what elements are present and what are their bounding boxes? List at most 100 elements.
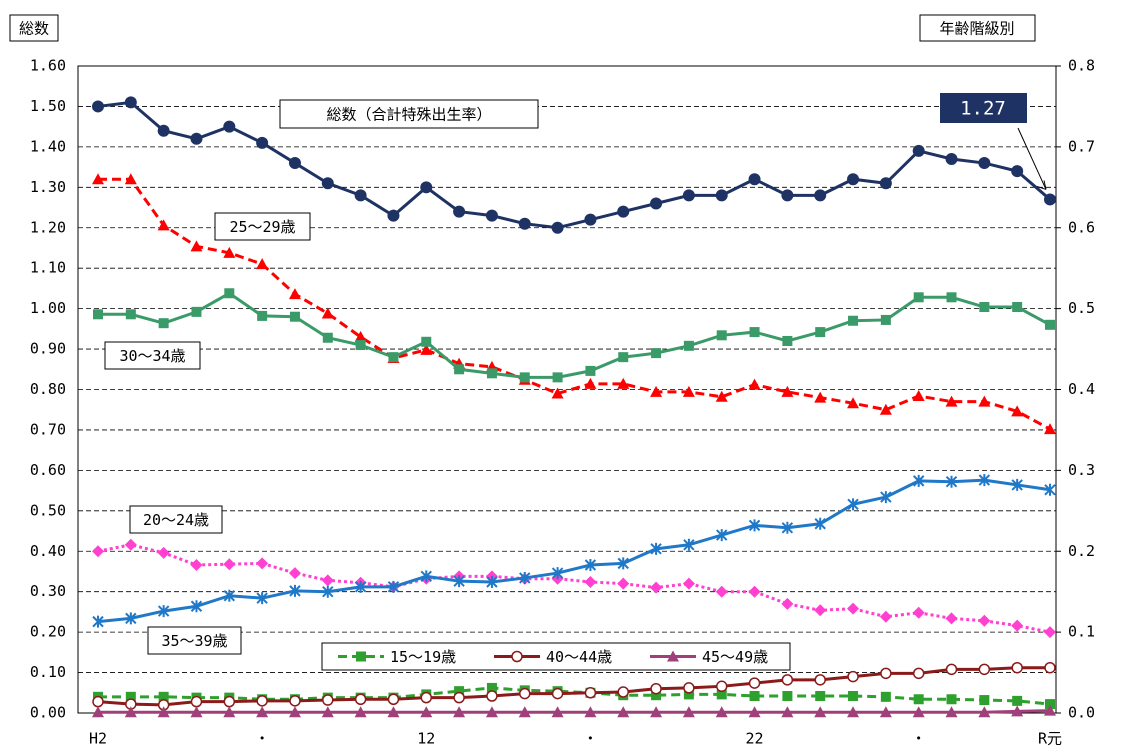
marker xyxy=(288,157,301,170)
y-tick-label: 0.80 xyxy=(30,380,66,398)
marker xyxy=(321,177,334,190)
marker xyxy=(715,680,728,693)
marker xyxy=(979,302,990,313)
marker xyxy=(354,580,367,593)
series xyxy=(92,96,1056,234)
marker xyxy=(322,585,334,598)
marker xyxy=(814,391,827,403)
legend-box xyxy=(321,642,791,671)
marker xyxy=(945,612,958,625)
marker xyxy=(322,694,334,706)
y-tick-label: 1.00 xyxy=(30,299,66,317)
marker xyxy=(912,144,925,157)
x-tick-label: H2 xyxy=(89,730,107,748)
marker xyxy=(650,706,663,718)
y2-axis-title: 年齢階級別 xyxy=(939,20,1014,38)
marker xyxy=(748,706,761,718)
marker xyxy=(584,558,597,571)
marker xyxy=(715,189,728,202)
marker xyxy=(355,340,366,351)
marker xyxy=(650,581,663,594)
marker xyxy=(715,706,728,718)
marker xyxy=(978,395,991,407)
marker xyxy=(1044,483,1056,496)
marker xyxy=(124,538,137,551)
marker xyxy=(978,663,991,676)
marker xyxy=(289,584,301,597)
series-label-box xyxy=(279,99,539,129)
series-label: 30～34歳 xyxy=(119,347,185,365)
series xyxy=(93,288,1055,383)
marker xyxy=(748,677,761,689)
marker xyxy=(913,292,924,303)
marker xyxy=(715,390,728,402)
marker xyxy=(551,567,564,580)
marker xyxy=(158,318,169,329)
marker xyxy=(223,706,236,718)
marker xyxy=(453,575,465,588)
marker xyxy=(453,205,466,218)
marker xyxy=(716,330,727,341)
marker xyxy=(1044,704,1056,716)
marker xyxy=(782,335,793,346)
marker xyxy=(486,575,498,588)
marker xyxy=(848,691,859,702)
callout-box xyxy=(940,93,1027,123)
series xyxy=(92,661,1056,711)
marker xyxy=(683,689,694,700)
marker xyxy=(716,689,727,700)
series-label: 25～29歳 xyxy=(229,218,295,236)
marker xyxy=(1011,705,1024,717)
y2-tick-label: 0.1 xyxy=(1068,623,1095,641)
marker xyxy=(716,529,728,542)
callout-label: 1.27 xyxy=(960,98,1006,120)
marker xyxy=(92,615,104,628)
marker xyxy=(157,706,170,718)
marker xyxy=(945,706,958,718)
marker xyxy=(814,189,827,202)
series xyxy=(92,538,1056,639)
marker xyxy=(387,209,400,222)
marker xyxy=(256,592,268,605)
marker xyxy=(585,365,596,376)
marker xyxy=(551,387,564,399)
marker xyxy=(912,667,925,680)
marker xyxy=(421,336,432,347)
marker xyxy=(617,377,630,389)
marker xyxy=(847,670,859,683)
y-tick-label: 0.60 xyxy=(30,461,66,479)
y-tick-label: 1.20 xyxy=(30,218,66,236)
marker xyxy=(748,378,761,390)
marker xyxy=(387,706,400,718)
marker xyxy=(1044,626,1056,639)
marker xyxy=(814,517,826,530)
callout-arrow xyxy=(1017,127,1047,190)
marker xyxy=(288,567,301,580)
legend-label: 15～19歳 xyxy=(390,648,456,666)
marker xyxy=(288,706,301,718)
marker xyxy=(880,491,892,504)
marker xyxy=(1011,619,1024,632)
marker xyxy=(420,181,433,194)
series-label-box xyxy=(147,626,242,655)
marker xyxy=(978,474,991,487)
marker xyxy=(223,246,236,258)
marker xyxy=(125,309,136,320)
marker xyxy=(485,209,498,222)
legend-marker xyxy=(667,650,679,662)
marker xyxy=(814,604,827,617)
y-tick-label: 0.70 xyxy=(30,420,66,438)
marker xyxy=(880,667,892,680)
legend-label: 45～49歳 xyxy=(702,648,768,666)
marker xyxy=(125,612,137,625)
marker xyxy=(288,288,301,300)
marker xyxy=(912,389,925,401)
y2-tick-label: 0.2 xyxy=(1068,542,1095,560)
series-label: 35～39歳 xyxy=(161,632,227,650)
marker xyxy=(518,217,531,230)
marker xyxy=(223,558,236,571)
marker xyxy=(322,332,333,343)
marker xyxy=(618,352,629,363)
marker xyxy=(125,691,136,702)
marker xyxy=(1011,165,1024,178)
